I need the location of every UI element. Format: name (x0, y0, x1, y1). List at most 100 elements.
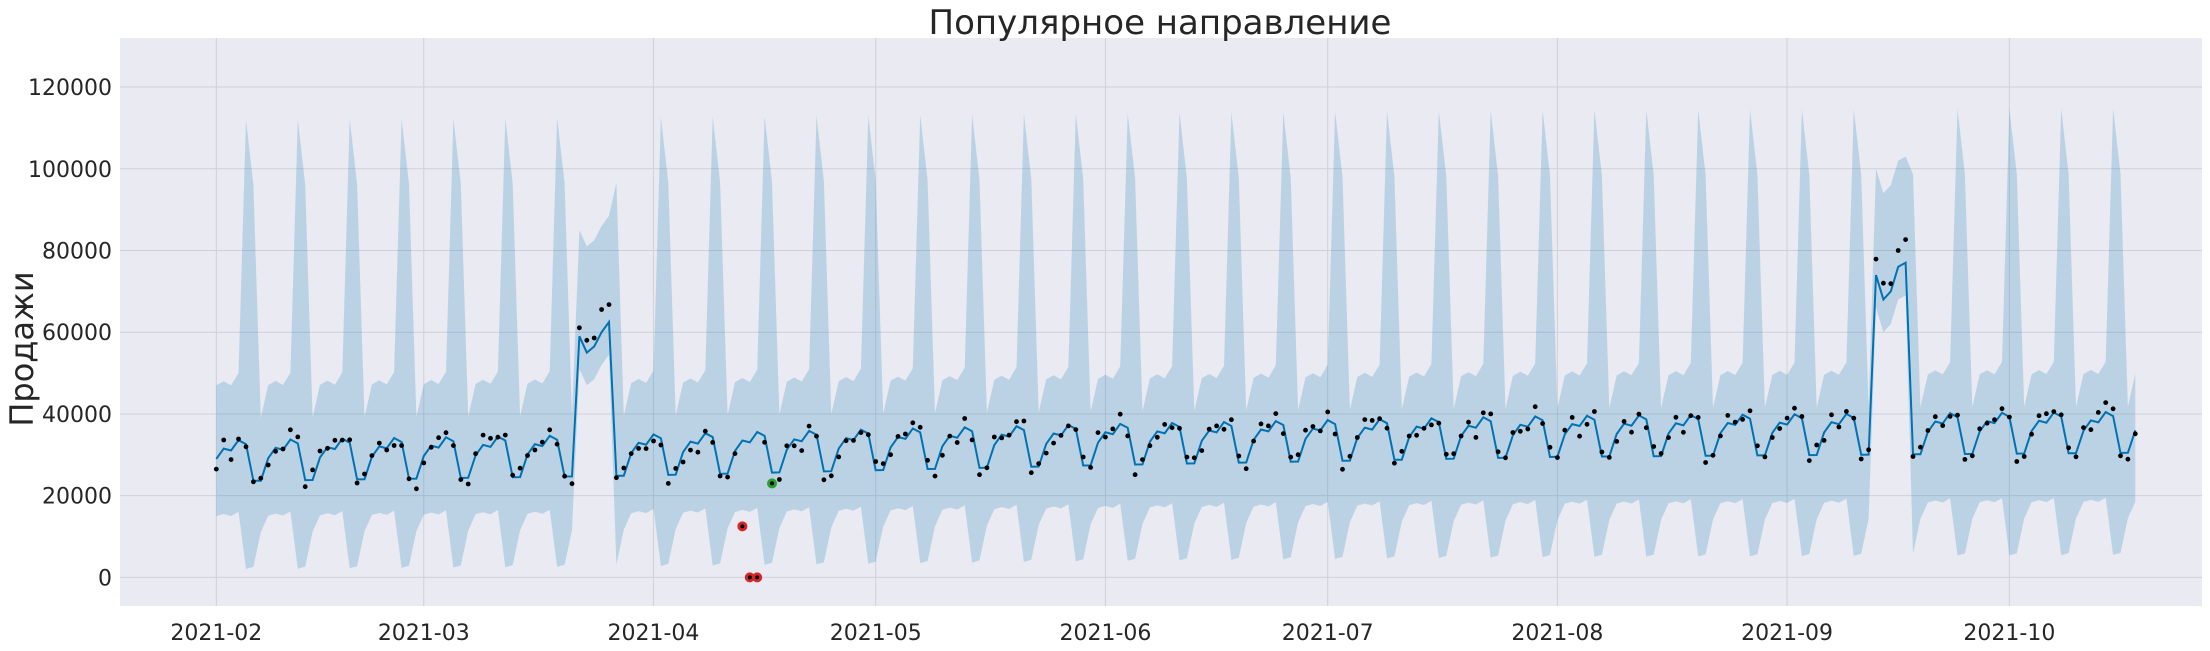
observed-point (1962, 457, 1968, 462)
observed-point (873, 459, 879, 464)
observed-point (2125, 456, 2131, 462)
observed-point (495, 434, 501, 440)
observed-point (243, 444, 249, 450)
y-tick-label: 80000 (42, 239, 112, 264)
observed-point (903, 431, 908, 437)
observed-point (1117, 411, 1123, 417)
observed-point (302, 484, 308, 490)
observed-point (606, 302, 612, 307)
observed-point (1273, 411, 1279, 416)
observed-point (384, 447, 390, 453)
x-tick-label: 2021-04 (608, 621, 700, 646)
observed-point (436, 435, 441, 441)
observed-point (295, 434, 301, 440)
observed-point (376, 440, 382, 446)
observed-point (888, 452, 893, 458)
x-tick-label: 2021-05 (830, 621, 922, 646)
observed-point (1947, 414, 1953, 419)
observed-point (2021, 454, 2027, 459)
observed-point (1955, 412, 1960, 418)
observed-point (917, 424, 923, 430)
observed-point (1510, 430, 1516, 435)
observed-point (532, 447, 538, 453)
observed-point (2066, 445, 2072, 451)
observed-point (1362, 417, 1368, 422)
observed-point (577, 325, 582, 331)
observed-point (1303, 427, 1308, 433)
observed-point (762, 439, 767, 445)
observed-point (480, 432, 486, 438)
observed-point (451, 443, 456, 448)
observed-point (2110, 406, 2116, 412)
observed-point (1592, 409, 1597, 414)
observed-point (651, 438, 656, 444)
observed-point (1043, 450, 1049, 456)
observed-point (665, 481, 671, 486)
observed-point (732, 451, 738, 456)
observed-point (1925, 428, 1931, 433)
observed-point (1340, 466, 1345, 472)
anomaly-point-center (755, 575, 760, 580)
observed-point (1555, 455, 1560, 460)
uncertainty-band (216, 108, 2136, 570)
observed-point (2014, 459, 2020, 464)
observed-point (569, 481, 575, 487)
observed-point (1280, 431, 1286, 436)
observed-point (1058, 433, 1064, 438)
highlighted-points (737, 478, 778, 583)
observed-point (265, 462, 271, 468)
observed-point (1332, 431, 1338, 437)
observed-point (636, 446, 641, 451)
observed-point (1703, 460, 1708, 465)
observed-point (1821, 438, 1827, 443)
observed-point (1747, 408, 1753, 414)
observed-point (443, 430, 449, 436)
observed-point (1399, 448, 1405, 454)
observed-point (1688, 413, 1694, 419)
observed-point (836, 454, 842, 460)
observed-point (2044, 411, 2049, 417)
observed-point (614, 475, 619, 481)
y-tick-label: 40000 (42, 403, 112, 428)
observed-point (1036, 461, 1042, 466)
observed-point (1480, 410, 1486, 416)
observed-point (1132, 472, 1138, 478)
observed-point (947, 433, 953, 439)
observed-point (354, 480, 360, 486)
observed-point (591, 335, 597, 341)
forecast-line-path (215, 261, 2137, 482)
observed-point (1710, 452, 1716, 458)
observed-point (1784, 415, 1790, 421)
observed-point (428, 444, 434, 450)
observed-point (1844, 409, 1849, 414)
observed-point (1221, 426, 1227, 432)
observed-point (828, 473, 834, 479)
observed-point (1940, 423, 1946, 428)
observed-point (806, 423, 812, 429)
observed-point (1414, 432, 1419, 438)
anomaly-point-center (740, 524, 745, 529)
observed-point (236, 436, 241, 442)
observed-point (2036, 413, 2042, 419)
grid (120, 38, 2202, 606)
marked-point-center (770, 481, 775, 486)
observed-point (1777, 426, 1783, 431)
observed-point (680, 459, 686, 465)
observed-point (1147, 443, 1153, 449)
observed-point (1658, 451, 1664, 456)
observed-point (688, 447, 693, 453)
forecast-line (215, 261, 2137, 482)
observed-point (2058, 412, 2064, 418)
observed-point (2029, 431, 2034, 437)
observed-point (1214, 423, 1219, 429)
observed-point (1051, 440, 1056, 446)
observed-point (1540, 421, 1545, 426)
observed-point (962, 416, 968, 421)
observed-point (1325, 409, 1331, 415)
observed-point (510, 472, 516, 478)
observed-point (1266, 423, 1271, 429)
observed-point (1384, 425, 1390, 431)
observed-point (2088, 427, 2094, 433)
observed-point (399, 443, 404, 448)
observed-point (458, 477, 464, 482)
